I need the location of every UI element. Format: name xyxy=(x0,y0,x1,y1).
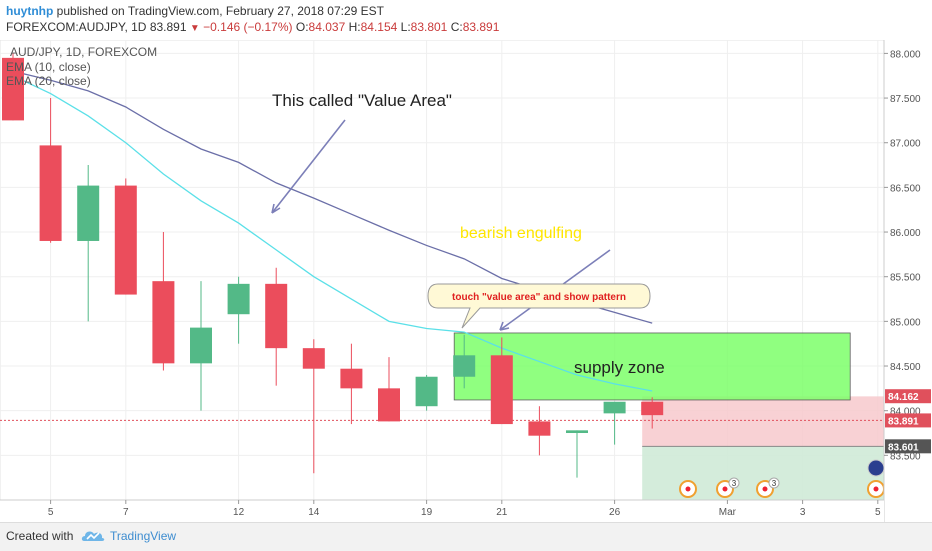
candle-body xyxy=(453,355,476,377)
tradingview-link[interactable]: TradingView xyxy=(110,529,177,543)
candles-layer xyxy=(2,53,664,478)
price-tick-label: 83.500 xyxy=(890,451,921,462)
price-tick-label: 87.500 xyxy=(890,94,921,105)
time-tick-label: Mar xyxy=(719,507,737,518)
time-tick-label: 5 xyxy=(48,507,54,518)
price-chart[interactable]: This called "Value Area" bearish engulfin… xyxy=(0,39,932,522)
legend-title: AUD/JPY, 1D, FOREXCOM xyxy=(10,45,157,59)
chart-area[interactable]: This called "Value Area" bearish engulfin… xyxy=(0,39,932,522)
candle-body xyxy=(152,281,175,364)
author-username[interactable]: huytnhp xyxy=(6,4,54,18)
stop-loss-zone xyxy=(642,396,884,447)
time-tick-label: 26 xyxy=(609,507,621,518)
price-tag-top: 84.162 xyxy=(888,392,919,403)
price-tag-current: 83.891 xyxy=(888,416,919,427)
time-tick-label: 3 xyxy=(800,507,806,518)
value-area-arrow xyxy=(271,119,346,214)
bearish-arrowhead xyxy=(499,321,510,331)
time-tick-label: 12 xyxy=(233,507,245,518)
price-tag-box xyxy=(885,439,931,454)
price-tag-box xyxy=(885,413,931,428)
candle-body xyxy=(566,430,588,434)
callout-text: touch "value area" and show pattern xyxy=(452,292,626,303)
supply-zone-label: supply zone xyxy=(574,358,665,377)
candle-body xyxy=(603,401,626,414)
time-tick-label: 19 xyxy=(421,507,433,518)
australia-flag-icon xyxy=(867,459,885,477)
event-marker-dot xyxy=(873,486,879,492)
close-value: 83.891 xyxy=(462,20,500,34)
event-count-badge xyxy=(728,477,740,489)
callout-bubble xyxy=(427,283,651,329)
price-tick-label: 86.500 xyxy=(890,183,921,194)
event-marker-dot xyxy=(762,486,768,492)
ohlc-line: FOREXCOM:AUDJPY, 1D 83.891 ▼ −0.146 (−0.… xyxy=(6,20,499,34)
event-count-badge xyxy=(768,477,780,489)
high-label: H: xyxy=(348,20,361,34)
candle-body xyxy=(641,401,664,416)
axes-layer: 88.000 87.500 87.000 86.500 86.000 85.500 85.0… xyxy=(0,40,932,522)
down-arrow-icon: ▼ xyxy=(189,23,200,34)
published-text: published on TradingView.com, February 2… xyxy=(56,4,384,18)
high-value: 84.154 xyxy=(360,20,398,34)
created-with-text: Created with xyxy=(6,529,74,543)
event-count: 3 xyxy=(772,479,777,488)
open-value: 84.037 xyxy=(308,20,346,34)
chart-header: huytnhp published on TradingView.com, Fe… xyxy=(0,0,932,40)
time-tick-label: 5 xyxy=(875,507,881,518)
value-area-arrowhead xyxy=(271,203,281,214)
publish-line: huytnhp published on TradingView.com, Fe… xyxy=(6,4,384,18)
time-tick-label: 14 xyxy=(308,507,320,518)
candle-body xyxy=(39,145,62,241)
bearish-engulfing-label: bearish engulfing xyxy=(460,225,582,242)
event-count: 3 xyxy=(732,479,737,488)
price-tick-label: 84.000 xyxy=(890,407,921,418)
candle-body xyxy=(340,368,363,389)
candle-body xyxy=(2,57,24,121)
candle-body xyxy=(490,355,513,425)
candle-body xyxy=(528,421,551,436)
event-marker-dot xyxy=(722,486,728,492)
close-label: C: xyxy=(450,20,463,34)
value-area-label: This called "Value Area" xyxy=(272,91,452,110)
time-tick-label: 21 xyxy=(496,507,508,518)
time-axis-background xyxy=(0,500,884,522)
ema10-line xyxy=(12,75,653,392)
price-change: −0.146 (−0.17%) xyxy=(203,20,293,34)
price-tag-box xyxy=(885,389,931,404)
candle-body xyxy=(378,388,400,422)
supply-zone-box xyxy=(453,332,851,401)
event-marker-dot xyxy=(685,486,691,492)
candle-body xyxy=(302,348,325,369)
price-tick-label: 86.000 xyxy=(890,228,921,239)
price-tick-label: 85.500 xyxy=(890,273,921,284)
tradingview-cloud-icon xyxy=(81,531,105,541)
price-tick-label: 84.500 xyxy=(890,362,921,373)
candle-body xyxy=(265,283,288,349)
candle-body xyxy=(114,185,137,295)
candle-body xyxy=(415,376,438,407)
symbol-label: FOREXCOM:AUDJPY, 1D xyxy=(6,20,147,34)
footer-bar: Created with TradingView xyxy=(0,522,932,551)
price-tick-label: 87.000 xyxy=(890,139,921,150)
low-value: 83.801 xyxy=(410,20,448,34)
candle-body xyxy=(227,283,250,315)
last-price: 83.891 xyxy=(149,20,187,34)
legend-ema10: EMA (10, close) xyxy=(6,60,91,74)
candle-body xyxy=(190,327,212,364)
price-tick-label: 88.000 xyxy=(890,49,921,60)
candle-body xyxy=(77,185,100,241)
legend-ema20: EMA (20, close) xyxy=(6,74,91,88)
price-tick-label: 85.000 xyxy=(890,317,921,328)
price-tag-bottom: 83.601 xyxy=(888,442,919,453)
low-label: L: xyxy=(400,20,411,34)
time-tick-label: 7 xyxy=(123,507,129,518)
open-label: O: xyxy=(295,20,309,34)
